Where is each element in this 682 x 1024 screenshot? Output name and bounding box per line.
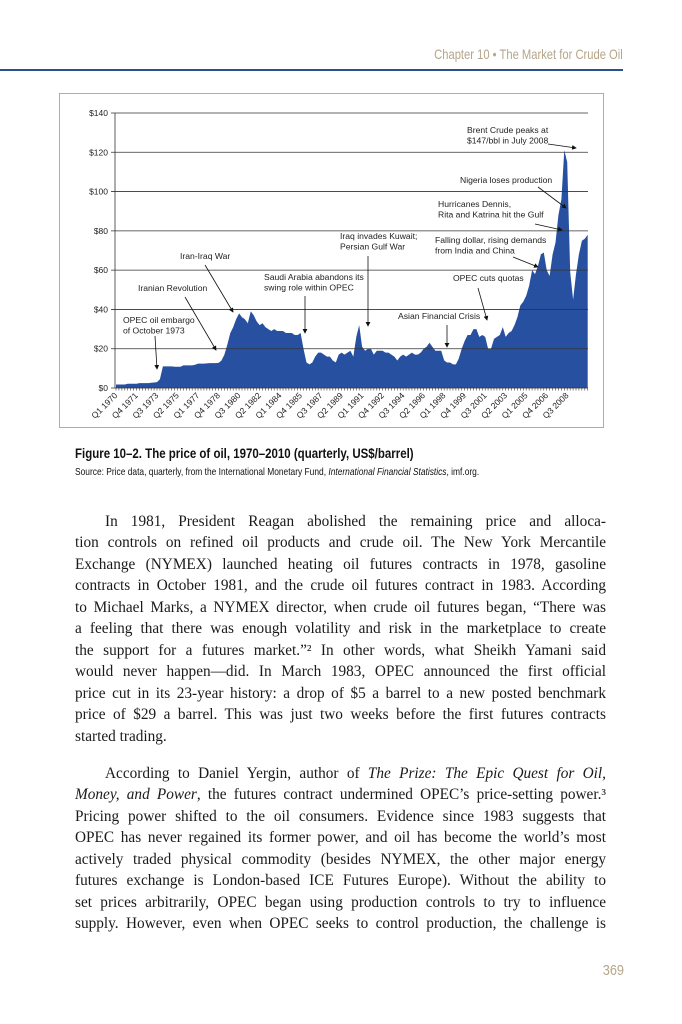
text-segment: to Michael Marks, a NYMEX director, when… [75,598,606,616]
annotation-text: Brent Crude peaks at [467,125,549,135]
y-tick-label: $40 [94,304,108,314]
text-line: set prices arbitrarily, OPEC began using… [75,892,606,913]
y-tick-label: $100 [89,187,108,197]
text-line: price cut in its 23-year history: a drop… [75,683,606,704]
text-segment: According to Daniel Yergin, author of [105,765,368,782]
annotation-text: Falling dollar, rising demands [435,235,546,245]
text-segment: contracts in October 1981, and the crude… [75,577,606,595]
annotation-text: OPEC oil embargo [123,315,195,325]
annotation-text: Iranian Revolution [138,283,207,293]
text-segment: actively traded physical commodity (besi… [75,850,606,868]
figure-caption: Figure 10–2. The price of oil, 1970–2010… [75,445,414,461]
book-title-text: The Prize: The Epic Quest for Oil, [367,765,606,782]
annotation-text: Iraq invades Kuwait; [340,231,417,241]
price-area [116,150,588,388]
text-segment: OPEC has never regained its former power… [75,829,606,847]
text-line: would never happen—did. In March 1983, O… [75,661,606,682]
text-line: to Michael Marks, a NYMEX director, when… [75,597,606,618]
annotation-arrow [512,256,539,268]
annotation-arrow [154,335,160,370]
body-paragraph-1: In 1981, President Reagan abolished the … [75,511,606,747]
source-suffix: , imf.org. [446,466,480,478]
oil-price-chart: $0 $20 $40 $60 $80 $100 $120 $140 Q1 1970 Q4 1971… [59,93,604,428]
annotation-arrow [537,186,567,209]
annotation-text: Saudi Arabia abandons its [264,272,364,282]
text-line: price of $29 a barrel. This was just two… [75,704,606,725]
text-segment: In 1981, President Reagan abolished the … [105,513,606,530]
annotation-text: Hurricanes Dennis, [438,199,511,209]
text-segment: Exchange (NYMEX) launched heating oil fu… [75,555,606,573]
text-line: supply. However, even when OPEC seeks to… [75,913,606,934]
y-tick-label: $0 [99,383,109,393]
text-segment: would never happen—did. In March 1983, O… [75,663,606,681]
text-line: Pricing power shifted to the oil consume… [75,806,606,827]
text-line: started trading. [75,726,606,747]
text-line: the support for a futures market.”² In o… [75,640,606,661]
y-tick-label: $120 [89,147,108,157]
text-segment: price cut in its 23-year history: a drop… [75,684,606,702]
y-tick-label: $60 [94,265,108,275]
text-segment: started trading. [75,727,167,745]
annotation-arrow [547,143,577,150]
text-line: futures exchange is London-based ICE Fut… [75,870,606,891]
y-tick-label: $20 [94,344,108,354]
text-segment: Pricing power shifted to the oil consume… [75,807,606,825]
annotation-text: swing role within OPEC [264,283,354,293]
annotation-text: OPEC cuts quotas [453,273,524,283]
text-segment: a feeling that there was enough volatili… [75,620,606,638]
header-rule [0,69,623,71]
text-line: tion controls on refined oil products an… [75,532,606,553]
text-line: Money, and Power, the futures contract u… [75,784,606,805]
source-text: Source: Price data, quarterly, from the … [75,466,329,478]
annotation-arrow [477,287,489,321]
figure-source: Source: Price data, quarterly, from the … [75,466,479,478]
annotation-text: Rita and Katrina hit the Gulf [438,210,544,220]
text-line: In 1981, President Reagan abolished the … [75,511,606,532]
text-segment: futures exchange is London-based ICE Fut… [75,872,606,890]
annotation-text: Persian Gulf War [340,242,405,252]
text-line: Exchange (NYMEX) launched heating oil fu… [75,554,606,575]
annotation-text: from India and China [435,246,515,256]
text-segment: the support for a futures market.”² In o… [75,641,606,659]
annotation-text: $147/bbl in July 2008 [467,136,548,146]
y-tick-label: $80 [94,226,108,236]
annotation-text: Nigeria loses production [460,175,552,185]
text-line: OPEC has never regained its former power… [75,827,606,848]
text-segment: tion controls on refined oil products an… [75,534,606,552]
text-line: actively traded physical commodity (besi… [75,849,606,870]
annotation-arrow [534,223,563,232]
annotation-arrow [204,264,234,313]
book-title-text: Money, and Power [75,786,197,804]
source-title: International Financial Statistics [328,466,447,478]
annotation-text: of October 1973 [123,326,185,336]
text-line: contracts in October 1981, and the crude… [75,575,606,596]
text-segment: price of $29 a barrel. This was just two… [75,706,606,724]
annotation-text: Asian Financial Crisis [398,311,480,321]
y-tick-label: $140 [89,108,108,118]
text-segment: supply. However, even when OPEC seeks to… [75,915,606,933]
running-head: Chapter 10 • The Market for Crude Oil [434,46,623,62]
text-segment: set prices arbitrarily, OPEC began using… [75,893,606,911]
page-number: 369 [602,962,624,979]
annotation-arrow [184,296,217,351]
text-line: a feeling that there was enough volatili… [75,618,606,639]
annotation-text: Iran-Iraq War [180,251,230,261]
text-line: According to Daniel Yergin, author of Th… [75,763,606,784]
text-segment: , the futures contract undermined OPEC’s… [196,786,606,804]
body-paragraph-2: According to Daniel Yergin, author of Th… [75,763,606,935]
